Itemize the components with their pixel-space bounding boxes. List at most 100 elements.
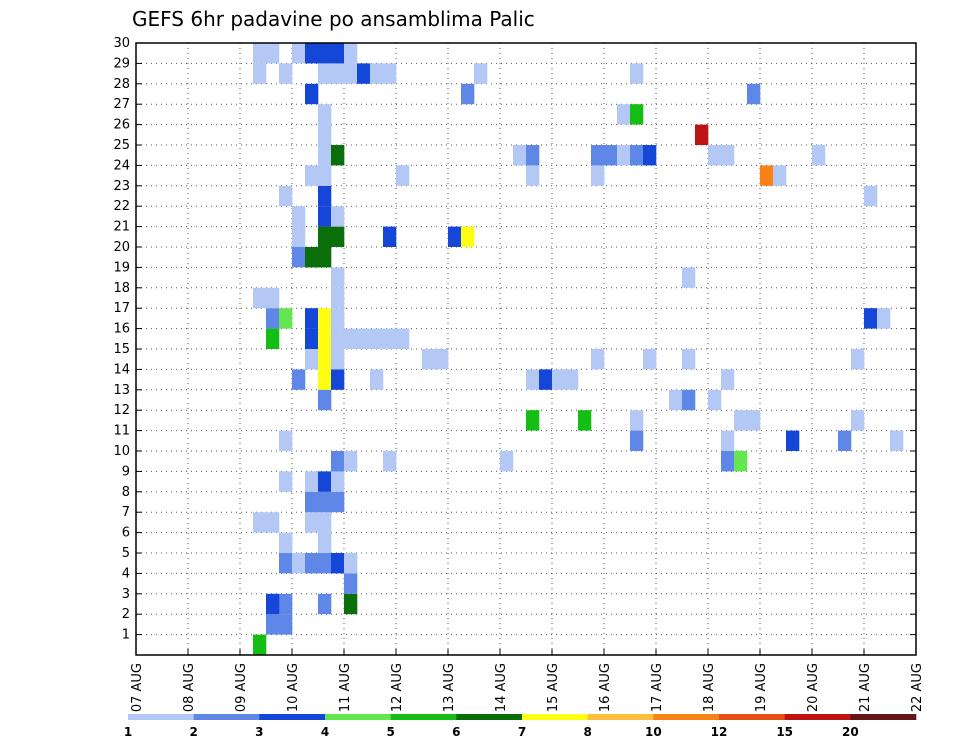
precip-cell (305, 553, 319, 574)
precip-cell (318, 389, 332, 411)
precip-cell (630, 410, 644, 431)
x-tick-label: 11 AUG (338, 663, 353, 712)
colorbar-segment (653, 714, 720, 720)
precip-cell (669, 389, 683, 411)
y-tick-label: 29 (113, 56, 130, 71)
precip-cell (474, 63, 488, 84)
precip-cell (617, 104, 631, 125)
y-tick-label: 3 (122, 587, 130, 602)
precip-cell (344, 553, 358, 574)
precip-cell (734, 451, 748, 472)
precip-cell (318, 471, 332, 492)
colorbar-label: 8 (583, 725, 591, 739)
y-tick-label: 11 (113, 424, 130, 439)
precip-cell (318, 512, 332, 533)
precip-cell (344, 451, 358, 472)
precip-cell (422, 349, 436, 370)
precip-cell (305, 308, 319, 329)
precip-cell (747, 410, 761, 431)
precip-cell (266, 328, 280, 349)
y-tick-label: 12 (113, 403, 130, 418)
precip-cell (305, 328, 319, 349)
precip-cell (682, 349, 696, 370)
precip-cell (279, 308, 293, 329)
precip-cell (279, 185, 293, 207)
x-tick-label: 13 AUG (442, 663, 457, 712)
y-tick-label: 8 (122, 485, 130, 500)
precip-cell (292, 247, 306, 268)
precip-cell (500, 451, 514, 472)
precip-cell (435, 349, 449, 370)
y-tick-label: 26 (113, 118, 130, 133)
precip-cell (305, 165, 319, 186)
precip-cell (318, 63, 332, 84)
precip-cell (786, 430, 800, 451)
precip-cell (305, 349, 319, 370)
precip-cell (292, 43, 306, 64)
precip-cell (539, 369, 553, 390)
precip-cell (591, 145, 605, 166)
y-tick-label: 25 (113, 138, 130, 153)
precip-cell (318, 593, 332, 615)
x-tick-label: 09 AUG (234, 663, 249, 712)
precip-cell (721, 369, 735, 390)
colorbar-segment (325, 714, 391, 720)
y-tick-label: 27 (113, 97, 130, 112)
precip-cell (682, 389, 696, 411)
precip-cell (565, 369, 579, 390)
precip-cell (305, 43, 319, 64)
precip-cell (305, 471, 319, 492)
precip-cell (331, 491, 345, 513)
y-tick-label: 4 (122, 566, 130, 581)
precip-cell (318, 124, 332, 145)
precip-cell (461, 226, 475, 247)
precip-cell (266, 512, 280, 533)
colorbar-label: 4 (321, 725, 329, 739)
precip-cell (617, 145, 631, 166)
precip-cell (279, 614, 293, 635)
precip-cell (318, 165, 332, 186)
precip-cell (266, 287, 280, 309)
precip-cell (318, 491, 332, 513)
precip-cell (721, 145, 735, 166)
y-tick-label: 5 (122, 546, 130, 561)
precip-cell (708, 389, 722, 411)
x-tick-label: 19 AUG (754, 663, 769, 712)
precip-cell (318, 308, 332, 329)
precip-cell (318, 145, 332, 166)
precip-cell (318, 349, 332, 370)
precip-cell (253, 634, 267, 655)
colorbar-label: 6 (452, 725, 460, 739)
y-tick-label: 17 (113, 301, 130, 316)
precip-cell (305, 491, 319, 513)
precip-cell (396, 165, 410, 186)
precip-cell (461, 83, 475, 105)
precip-cell (266, 593, 280, 615)
precip-cell (773, 165, 787, 186)
x-tick-label: 22 AUG (910, 663, 925, 712)
precip-cell (721, 451, 735, 472)
precip-cell (630, 104, 644, 125)
precip-cell (318, 226, 332, 247)
precip-cell (331, 206, 345, 227)
x-tick-label: 10 AUG (286, 663, 301, 712)
precip-cell (864, 308, 878, 329)
x-tick-label: 17 AUG (650, 663, 665, 712)
precip-cell (279, 553, 293, 574)
colorbar-label: 7 (518, 725, 526, 739)
colorbar-label: 5 (386, 725, 394, 739)
y-tick-label: 19 (113, 260, 130, 275)
y-tick-label: 22 (113, 199, 130, 214)
y-tick-label: 23 (113, 179, 130, 194)
colorbar-label: 2 (189, 725, 197, 739)
precip-cell (331, 328, 345, 349)
precip-cell (331, 451, 345, 472)
precip-cell (578, 410, 592, 431)
y-tick-label: 15 (113, 342, 130, 357)
precip-cell (331, 63, 345, 84)
precip-cell (344, 328, 358, 349)
precip-cell (318, 206, 332, 227)
x-axis: 07 AUG 08 AUG 09 AUG 10 AUG 11 AUG 12 AUG 13 A… (130, 649, 925, 712)
precip-cell (851, 410, 865, 431)
